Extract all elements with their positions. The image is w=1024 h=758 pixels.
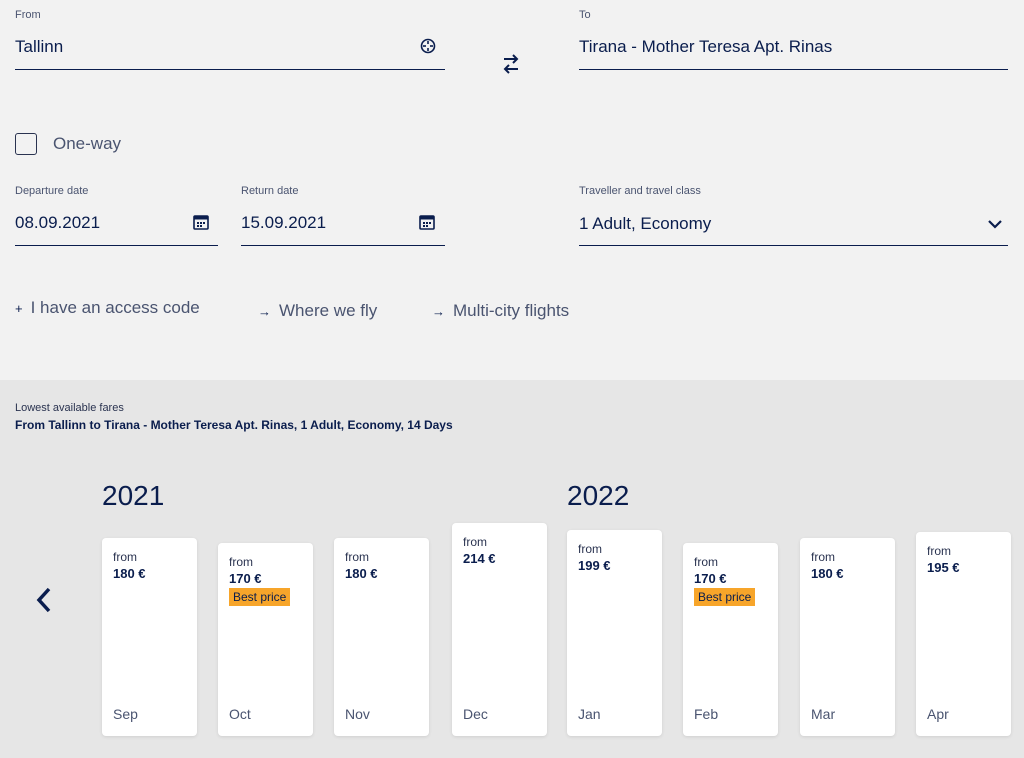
where-we-fly-link[interactable]: → Where we fly bbox=[258, 301, 377, 321]
from-field[interactable]: Tallinn bbox=[15, 30, 445, 70]
fare-from-label: from bbox=[694, 555, 718, 569]
calendar-icon[interactable] bbox=[419, 214, 435, 230]
fare-month-label: Jan bbox=[578, 706, 601, 722]
fare-from-label: from bbox=[113, 550, 137, 564]
fare-month-card[interactable]: from 180 € Mar bbox=[800, 538, 895, 736]
fare-month-card[interactable]: from 180 € Sep bbox=[102, 538, 197, 736]
departure-field[interactable]: 08.09.2021 bbox=[15, 206, 218, 246]
fare-month-label: Feb bbox=[694, 706, 719, 722]
arrow-right-icon: → bbox=[432, 303, 445, 319]
multi-city-link[interactable]: → Multi-city flights bbox=[432, 301, 569, 321]
swap-icon[interactable] bbox=[500, 52, 522, 76]
fare-from-label: from bbox=[229, 555, 253, 569]
return-underline bbox=[241, 245, 445, 246]
fare-price: 180 € bbox=[113, 566, 146, 581]
return-field[interactable]: 15.09.2021 bbox=[241, 206, 445, 246]
from-value: Tallinn bbox=[15, 37, 64, 56]
fare-month-card[interactable]: from 214 € Dec bbox=[452, 523, 547, 736]
from-underline bbox=[15, 69, 445, 70]
fare-price: 195 € bbox=[927, 560, 960, 575]
traveller-underline bbox=[579, 245, 1008, 246]
to-field[interactable]: Tirana - Mother Teresa Apt. Rinas bbox=[579, 30, 1008, 70]
calendar-icon[interactable] bbox=[193, 214, 209, 230]
year-heading: 2021 bbox=[102, 480, 165, 511]
fare-from-label: from bbox=[463, 535, 487, 549]
fare-from-label: from bbox=[811, 550, 835, 564]
access-code-link[interactable]: + I have an access code bbox=[15, 298, 200, 318]
return-value: 15.09.2021 bbox=[241, 213, 327, 232]
best-price-badge: Best price bbox=[694, 588, 756, 606]
multi-city-label: Multi-city flights bbox=[453, 301, 570, 320]
fare-month-card[interactable]: from 180 € Nov bbox=[334, 538, 429, 736]
fare-price: 180 € bbox=[345, 566, 378, 581]
fare-month-label: Oct bbox=[229, 706, 251, 722]
oneway-toggle[interactable]: One-way bbox=[15, 133, 121, 155]
year-heading: 2022 bbox=[567, 480, 630, 511]
fare-month-label: Nov bbox=[345, 706, 370, 722]
fares-caption: Lowest available fares bbox=[15, 402, 124, 414]
traveller-label: Traveller and travel class bbox=[579, 185, 701, 197]
where-we-fly-label: Where we fly bbox=[279, 301, 378, 320]
fare-month-label: Apr bbox=[927, 706, 949, 722]
chevron-down-icon[interactable] bbox=[987, 218, 1003, 230]
fare-price: 170 € bbox=[229, 571, 262, 586]
locate-icon[interactable] bbox=[419, 37, 437, 55]
arrow-right-icon: → bbox=[258, 303, 271, 319]
traveller-select[interactable]: 1 Adult, Economy bbox=[579, 206, 1008, 246]
fare-from-label: from bbox=[578, 542, 602, 556]
fare-from-label: from bbox=[345, 550, 369, 564]
access-code-label: I have an access code bbox=[30, 298, 200, 317]
fares-summary: From Tallinn to Tirana - Mother Teresa A… bbox=[15, 418, 453, 432]
fare-price: 214 € bbox=[463, 551, 496, 566]
fare-month-card[interactable]: from 170 € Best price Oct bbox=[218, 543, 313, 736]
fare-month-card[interactable]: from 170 € Best price Feb bbox=[683, 543, 778, 736]
fare-month-label: Dec bbox=[463, 706, 488, 722]
fare-price: 180 € bbox=[811, 566, 844, 581]
traveller-value: 1 Adult, Economy bbox=[579, 214, 712, 233]
oneway-checkbox[interactable] bbox=[15, 133, 37, 155]
fare-from-label: from bbox=[927, 544, 951, 558]
return-label: Return date bbox=[241, 185, 299, 197]
best-price-badge: Best price bbox=[229, 588, 291, 606]
chevron-left-icon[interactable] bbox=[34, 586, 54, 614]
fare-month-card[interactable]: from 195 € Apr bbox=[916, 532, 1011, 736]
fare-price: 199 € bbox=[578, 558, 611, 573]
fare-price: 170 € bbox=[694, 571, 727, 586]
to-underline bbox=[579, 69, 1008, 70]
departure-underline bbox=[15, 245, 218, 246]
fare-month-label: Mar bbox=[811, 706, 836, 722]
fare-month-card[interactable]: from 199 € Jan bbox=[567, 530, 662, 736]
to-value: Tirana - Mother Teresa Apt. Rinas bbox=[579, 37, 833, 56]
to-label: To bbox=[579, 9, 591, 21]
plus-icon: + bbox=[15, 300, 23, 316]
oneway-label: One-way bbox=[53, 134, 122, 153]
from-label: From bbox=[15, 9, 41, 21]
departure-label: Departure date bbox=[15, 185, 89, 197]
departure-value: 08.09.2021 bbox=[15, 213, 101, 232]
fare-month-label: Sep bbox=[113, 706, 138, 722]
